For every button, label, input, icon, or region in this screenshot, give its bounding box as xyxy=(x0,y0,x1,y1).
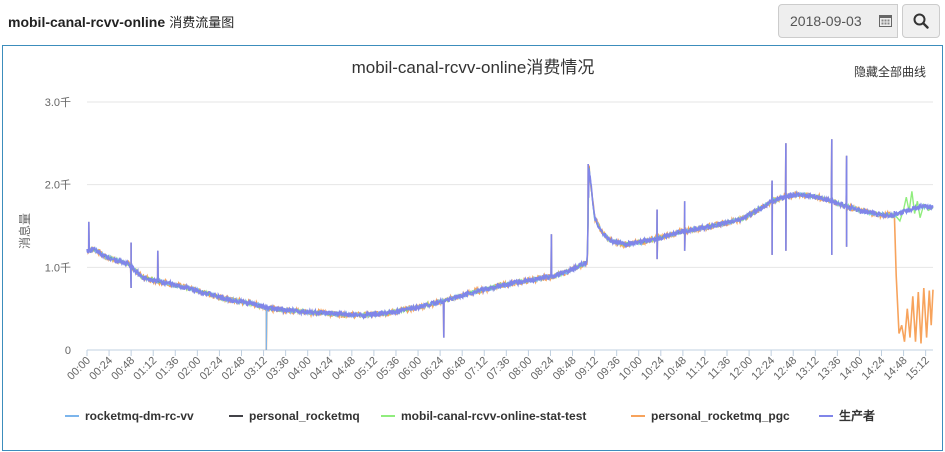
x-tick-label: 12:00 xyxy=(727,355,755,383)
search-button[interactable] xyxy=(902,4,940,38)
x-tick-label: 04:48 xyxy=(330,355,358,383)
x-tick-label: 02:24 xyxy=(198,355,226,383)
x-axis: 00:0000:2400:4801:1201:3602:0002:2402:48… xyxy=(65,350,932,383)
x-tick-label: 05:36 xyxy=(374,355,402,383)
x-tick-label: 14:24 xyxy=(860,355,888,383)
x-tick-label: 14:48 xyxy=(882,355,910,383)
series-line-rocketmq-dm-rc-vv xyxy=(86,139,934,351)
date-input[interactable]: 2018-09-03 xyxy=(778,4,898,38)
x-tick-label: 11:36 xyxy=(706,355,733,382)
x-tick-label: 14:00 xyxy=(838,355,866,383)
page-header: mobil-canal-rcvv-online 消费流量图 2018-09-03 xyxy=(0,0,945,44)
legend: rocketmq-dm-rc-vv personal_rocketmq mobil-… xyxy=(65,408,875,423)
y-tick-label: 2.0千 xyxy=(45,179,71,192)
x-tick-label: 10:00 xyxy=(617,355,645,383)
y-axis-label: 消息量 xyxy=(17,213,32,249)
x-tick-label: 12:24 xyxy=(749,355,777,383)
x-tick-label: 11:12 xyxy=(684,355,711,382)
x-tick-label: 07:12 xyxy=(462,355,490,383)
x-tick-label: 13:12 xyxy=(793,355,821,383)
legend-item-label: personal_rocketmq xyxy=(249,409,360,423)
chart-title: mobil-canal-rcvv-online消费情况 xyxy=(352,58,595,77)
series-line-personal_rocketmq_pgc xyxy=(86,139,934,351)
search-icon xyxy=(913,13,929,29)
x-tick-label: 01:12 xyxy=(131,355,159,383)
x-tick-label: 10:24 xyxy=(639,355,667,383)
x-tick-label: 02:00 xyxy=(176,355,204,383)
legend-item-label: mobil-canal-rcvv-online-stat-test xyxy=(401,409,586,423)
x-tick-label: 03:36 xyxy=(264,355,292,383)
x-tick-label: 08:48 xyxy=(551,355,579,383)
x-tick-label: 06:00 xyxy=(396,355,424,383)
legend-item-label: 生产者 xyxy=(839,408,875,423)
y-tick-label: 1.0千 xyxy=(45,261,71,274)
chart-panel: mobil-canal-rcvv-online消费情况 隐藏全部曲线 消息量 0… xyxy=(2,45,943,451)
x-tick-label: 06:48 xyxy=(440,355,468,383)
x-tick-label: 04:00 xyxy=(286,355,314,383)
x-tick-label: 12:48 xyxy=(771,355,799,383)
x-tick-label: 09:12 xyxy=(573,355,601,383)
x-tick-label: 04:24 xyxy=(308,355,336,383)
x-tick-label: 08:00 xyxy=(507,355,535,383)
x-tick-label: 00:48 xyxy=(109,355,137,383)
x-tick-label: 08:24 xyxy=(529,355,557,383)
legend-item-label: personal_rocketmq_pgc xyxy=(651,409,790,423)
x-tick-label: 07:36 xyxy=(484,355,512,383)
x-tick-label: 09:36 xyxy=(595,355,623,383)
x-tick-label: 01:36 xyxy=(153,355,181,383)
series-line-producer xyxy=(86,139,934,338)
page-title: mobil-canal-rcvv-online 消费流量图 xyxy=(8,12,234,31)
x-tick-label: 02:48 xyxy=(220,355,248,383)
x-tick-label: 05:12 xyxy=(352,355,380,383)
legend-item-label: rocketmq-dm-rc-vv xyxy=(85,409,194,423)
x-tick-label: 13:36 xyxy=(816,355,844,383)
page-title-app: mobil-canal-rcvv-online xyxy=(8,14,166,30)
plot-area xyxy=(86,139,934,351)
hide-all-curves-button[interactable]: 隐藏全部曲线 xyxy=(854,64,926,79)
x-tick-label: 00:24 xyxy=(87,355,115,383)
y-tick-label: 0 xyxy=(65,345,71,357)
grid-lines xyxy=(87,101,933,351)
x-tick-label: 00:00 xyxy=(65,355,93,383)
page-title-suffix: 消费流量图 xyxy=(165,16,235,31)
x-tick-label: 06:24 xyxy=(418,355,446,383)
chart-svg: mobil-canal-rcvv-online消费情况 隐藏全部曲线 消息量 0… xyxy=(17,58,934,423)
y-axis: 0 1.0千 2.0千 3.0千 xyxy=(45,96,71,357)
x-tick-label: 10:48 xyxy=(661,355,689,383)
x-tick-label: 15:12 xyxy=(904,355,932,383)
x-tick-label: 03:12 xyxy=(242,355,270,383)
y-tick-label: 3.0千 xyxy=(45,96,71,109)
